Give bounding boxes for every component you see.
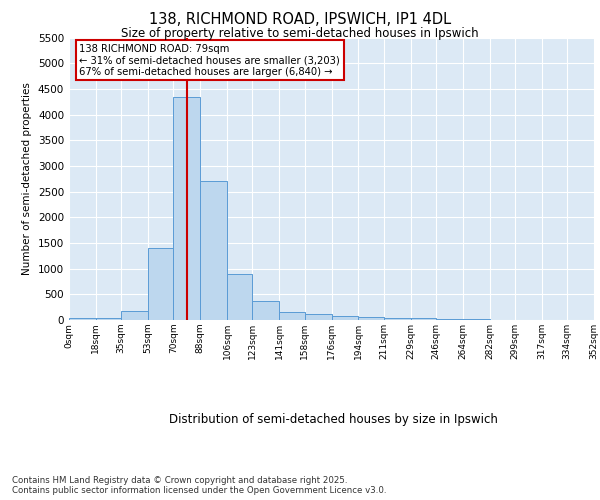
Bar	[69, 318, 96, 320]
Bar	[410, 318, 436, 320]
Y-axis label: Number of semi-detached properties: Number of semi-detached properties	[22, 82, 32, 275]
Bar	[200, 182, 227, 320]
Bar	[148, 248, 173, 320]
Text: 138, RICHMOND ROAD, IPSWICH, IP1 4DL: 138, RICHMOND ROAD, IPSWICH, IP1 4DL	[149, 12, 451, 28]
Bar	[96, 318, 121, 320]
Text: 138 RICHMOND ROAD: 79sqm
← 31% of semi-detached houses are smaller (3,203)
67% o: 138 RICHMOND ROAD: 79sqm ← 31% of semi-d…	[79, 44, 340, 77]
Bar	[173, 96, 200, 320]
Text: Distribution of semi-detached houses by size in Ipswich: Distribution of semi-detached houses by …	[169, 412, 497, 426]
Bar	[121, 312, 148, 320]
Text: Contains HM Land Registry data © Crown copyright and database right 2025.
Contai: Contains HM Land Registry data © Crown c…	[12, 476, 386, 495]
Bar	[384, 318, 410, 320]
Text: Size of property relative to semi-detached houses in Ipswich: Size of property relative to semi-detach…	[121, 28, 479, 40]
Bar	[227, 274, 253, 320]
Bar	[331, 316, 358, 320]
Bar	[436, 319, 463, 320]
Bar	[305, 314, 332, 320]
Bar	[253, 301, 279, 320]
Bar	[358, 318, 384, 320]
Bar	[279, 312, 305, 320]
